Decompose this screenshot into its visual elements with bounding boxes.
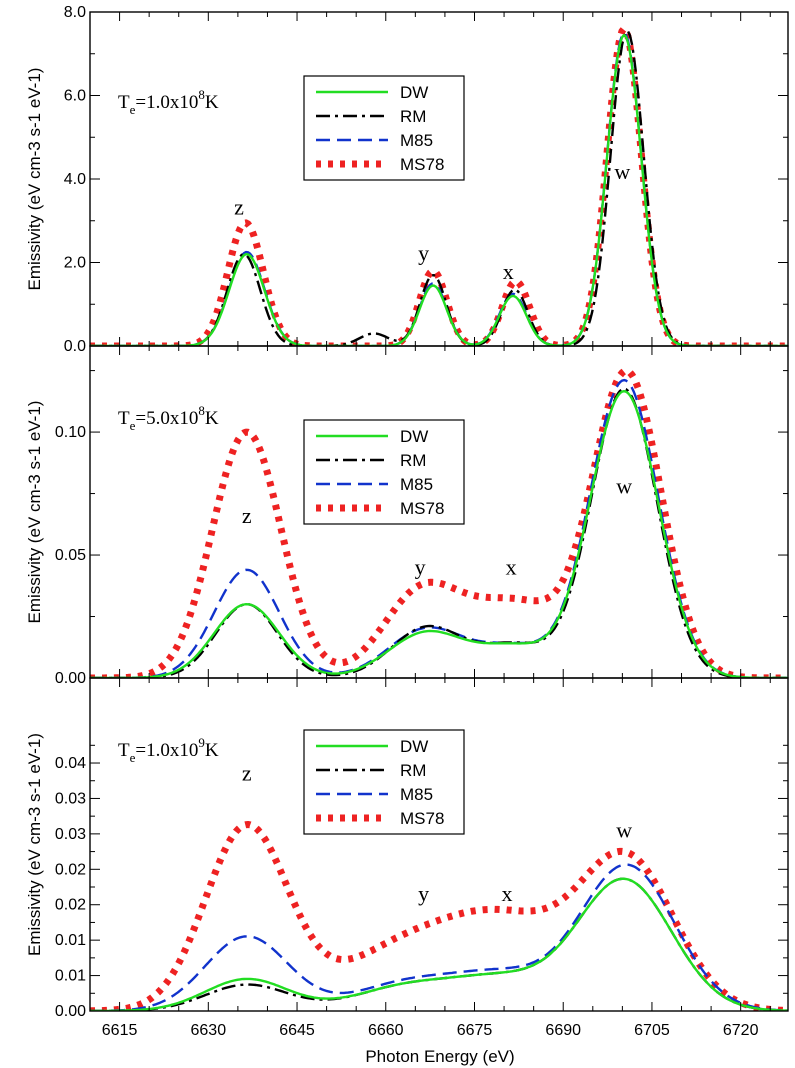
series-dw-line	[90, 877, 788, 1011]
y-tick-label: 0.01	[55, 968, 86, 985]
y-axis-title: Emissivity (eV cm-3 s-1 eV-1)	[25, 68, 44, 291]
temperature-label: Te=1.0x108K	[118, 87, 219, 117]
y-tick-label: 0.03	[55, 790, 86, 807]
y-tick-label: 4.0	[64, 171, 86, 188]
peak-label-y: y	[418, 240, 429, 265]
series-rm-line	[90, 387, 788, 678]
y-tick-label: 0.02	[55, 897, 86, 914]
peak-label-y: y	[418, 881, 429, 906]
peak-label-z: z	[242, 503, 252, 528]
x-tick-label: 6645	[279, 1022, 315, 1039]
legend-label-ms78: MS78	[400, 155, 444, 174]
y-tick-label: 6.0	[64, 88, 86, 105]
legend-label-dw: DW	[400, 83, 428, 102]
series-dw-line	[90, 390, 788, 678]
y-tick-label: 0.05	[55, 547, 86, 564]
x-tick-label: 6630	[191, 1022, 227, 1039]
panel-3-curves	[90, 821, 788, 1011]
legend-label-m85: M85	[400, 131, 433, 150]
panel-1-curves	[90, 25, 788, 346]
y-tick-label: 0.02	[55, 861, 86, 878]
y-tick-label: 0.01	[55, 932, 86, 949]
y-tick-label: 0.00	[55, 1003, 86, 1020]
peak-label-w: w	[614, 159, 630, 184]
series-rm-line	[90, 877, 788, 1011]
peak-label-w: w	[616, 817, 632, 842]
y-axis-title: Emissivity (eV cm-3 s-1 eV-1)	[25, 733, 44, 956]
panel-3: 0.00 0.01 0.01 0.02 0.02 0.03 0.03 0.04 Emissivi…	[25, 677, 789, 1039]
peak-label-z: z	[242, 761, 252, 786]
panels: 0.0 2.0 4.0 6.0 8.0 Emissivity (eV cm-3 s-1 e…	[25, 4, 789, 1039]
x-tick-label: 6720	[723, 1022, 759, 1039]
y-tick-label: 0.0	[64, 338, 86, 355]
temperature-label: Te=1.0x109K	[118, 735, 219, 765]
peak-label-w: w	[616, 474, 632, 499]
x-tick-label: 6675	[457, 1022, 493, 1039]
panel-3-frame	[89, 677, 789, 1012]
x-tick-label: 6705	[634, 1022, 670, 1039]
peak-label-x: x	[506, 555, 517, 580]
series-ms78-line	[90, 821, 788, 1011]
y-tick-label: 0.00	[55, 670, 86, 687]
y-tick-label: 0.03	[55, 826, 86, 843]
y-tick-label: 8.0	[64, 4, 86, 21]
legend-label-rm: RM	[400, 451, 426, 470]
legend-label-dw: DW	[400, 427, 428, 446]
panel-2-curves	[90, 367, 788, 678]
peak-label-x: x	[502, 881, 513, 906]
x-tick-label: 6660	[368, 1022, 404, 1039]
y-tick-label: 0.04	[55, 755, 86, 772]
legend-label-rm: RM	[400, 107, 426, 126]
legend-label-ms78: MS78	[400, 809, 444, 828]
series-ms78-line	[90, 367, 788, 678]
x-tick-label: 6615	[102, 1022, 138, 1039]
temperature-label: Te=5.0x108K	[118, 403, 219, 433]
legend-label-ms78: MS78	[400, 499, 444, 518]
legend-label-dw: DW	[400, 737, 428, 756]
panel-2: 0.00 0.05 0.10 Emissivity (eV cm-3 s-1 eV-1…	[25, 345, 789, 687]
series-dw-line	[90, 33, 788, 346]
legend-label-rm: RM	[400, 761, 426, 780]
peak-label-z: z	[234, 194, 244, 219]
series-m85-line	[90, 863, 788, 1011]
y-tick-label: 2.0	[64, 255, 86, 272]
peak-label-x: x	[503, 259, 514, 284]
panel-1: 0.0 2.0 4.0 6.0 8.0 Emissivity (eV cm-3 s-1 e…	[25, 4, 789, 355]
legend-label-m85: M85	[400, 475, 433, 494]
y-tick-label: 0.10	[55, 424, 86, 441]
y-axis-title: Emissivity (eV cm-3 s-1 eV-1)	[25, 401, 44, 624]
legend-label-m85: M85	[400, 785, 433, 804]
x-axis-title: Photon Energy (eV)	[365, 1047, 514, 1066]
x-tick-label: 6690	[545, 1022, 581, 1039]
peak-label-y: y	[415, 555, 426, 580]
